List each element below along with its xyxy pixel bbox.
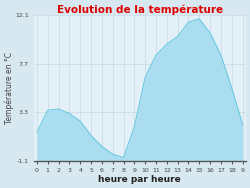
X-axis label: heure par heure: heure par heure: [98, 175, 181, 184]
Title: Evolution de la température: Evolution de la température: [57, 4, 223, 15]
Y-axis label: Température en °C: Température en °C: [4, 52, 14, 124]
